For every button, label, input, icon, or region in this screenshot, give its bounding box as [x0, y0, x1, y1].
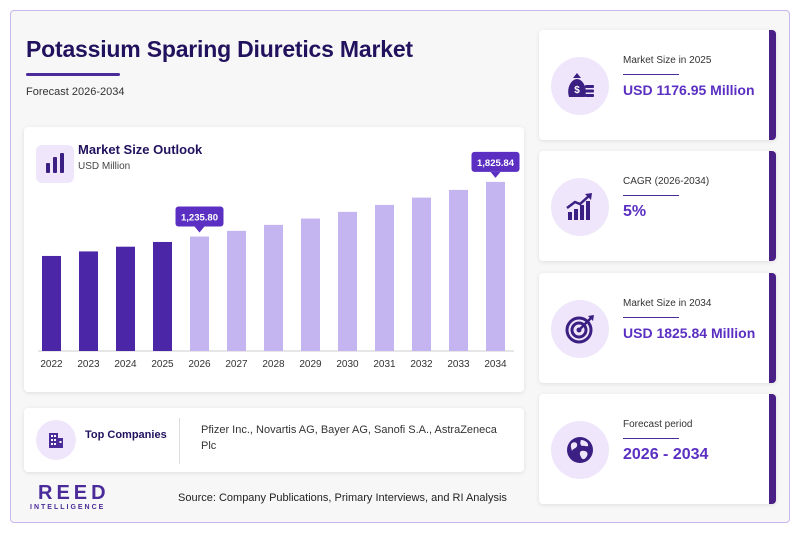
x-tick-label: 2031	[373, 359, 396, 370]
growth-chart-icon	[551, 178, 609, 236]
logo-wordmark: REED	[38, 482, 110, 504]
bar-2026	[190, 236, 209, 351]
top-companies-list: Pfizer Inc., Novartis AG, Bayer AG, Sano…	[201, 424, 497, 452]
top-companies-card: Top Companies Pfizer Inc., Novartis AG, …	[24, 408, 524, 472]
x-tick-label: 2028	[262, 359, 285, 370]
stat-label: CAGR (2026-2034)	[623, 176, 710, 187]
bar-2029	[301, 218, 320, 351]
bar-chart-icon	[36, 145, 74, 183]
building-icon	[36, 420, 76, 460]
divider	[179, 418, 180, 464]
bar-2030	[338, 211, 357, 351]
top-companies-label: Top Companies	[85, 429, 167, 441]
bar-2024	[116, 246, 135, 351]
bar-2025	[153, 241, 172, 351]
stat-label: Market Size in 2025	[623, 55, 712, 66]
x-tick-label: 2030	[336, 359, 359, 370]
x-tick-label: 2029	[299, 359, 322, 370]
stat-label: Forecast period	[623, 419, 693, 430]
page-subtitle: Forecast 2026-2034	[26, 86, 125, 98]
stat-rule	[623, 438, 679, 439]
source-note: Source: Company Publications, Primary In…	[178, 492, 507, 504]
bar-2022	[42, 255, 61, 351]
title-underline	[26, 73, 120, 76]
stat-card-forecast-period: Forecast period 2026 - 2034	[539, 394, 776, 504]
globe-icon	[551, 421, 609, 479]
stat-rule	[623, 74, 679, 75]
bar-2031	[375, 204, 394, 351]
bar-2027	[227, 230, 246, 351]
target-icon	[551, 300, 609, 358]
stat-card-market-2025: $ Market Size in 2025 USD 1176.95 Millio…	[539, 30, 776, 140]
svg-text:$: $	[574, 85, 580, 96]
stat-label: Market Size in 2034	[623, 298, 712, 309]
stat-card-cagr: CAGR (2026-2034) 5%	[539, 151, 776, 261]
x-tick-label: 2023	[77, 359, 100, 370]
stat-rule	[623, 195, 679, 196]
stat-card-market-2034: Market Size in 2034 USD 1825.84 Million	[539, 273, 776, 383]
chart-unit: USD Million	[78, 161, 131, 172]
page-title: Potassium Sparing Diuretics Market	[26, 36, 413, 62]
bar-2023	[79, 251, 98, 351]
bar-chart: 2022 2023 2024 2025 2026 2027 2028 2029 2030 2031…	[38, 151, 520, 370]
bar-2028	[264, 224, 283, 351]
stat-value: 2026 - 2034	[623, 446, 709, 463]
bar-2034	[486, 181, 505, 351]
x-tick-label: 2022	[40, 359, 63, 370]
data-label-2034: 1,825.84	[471, 151, 520, 178]
logo-tagline: INTELLIGENCE	[30, 504, 106, 511]
x-tick-label: 2034	[484, 359, 507, 370]
stat-rule	[623, 317, 679, 318]
x-tick-label: 2025	[151, 359, 174, 370]
x-tick-label: 2024	[114, 359, 137, 370]
chart-title: Market Size Outlook	[78, 142, 203, 157]
stat-value: USD 1825.84 Million	[623, 325, 756, 341]
x-tick-label: 2032	[410, 359, 433, 370]
x-tick-label: 2026	[188, 359, 211, 370]
x-tick-label: 2027	[225, 359, 248, 370]
chart-card: Market Size Outlook USD Million 2022 2023…	[24, 127, 524, 392]
svg-text:1,235.80: 1,235.80	[181, 213, 218, 224]
bar-2033	[449, 189, 468, 351]
bar-2032	[412, 197, 431, 351]
money-bag-icon: $	[551, 57, 609, 115]
data-label-2026: 1,235.80	[175, 206, 224, 233]
stat-value: 5%	[623, 203, 647, 220]
stat-value: USD 1176.95 Million	[623, 82, 755, 98]
x-tick-label: 2033	[447, 359, 470, 370]
svg-text:1,825.84: 1,825.84	[477, 158, 515, 169]
